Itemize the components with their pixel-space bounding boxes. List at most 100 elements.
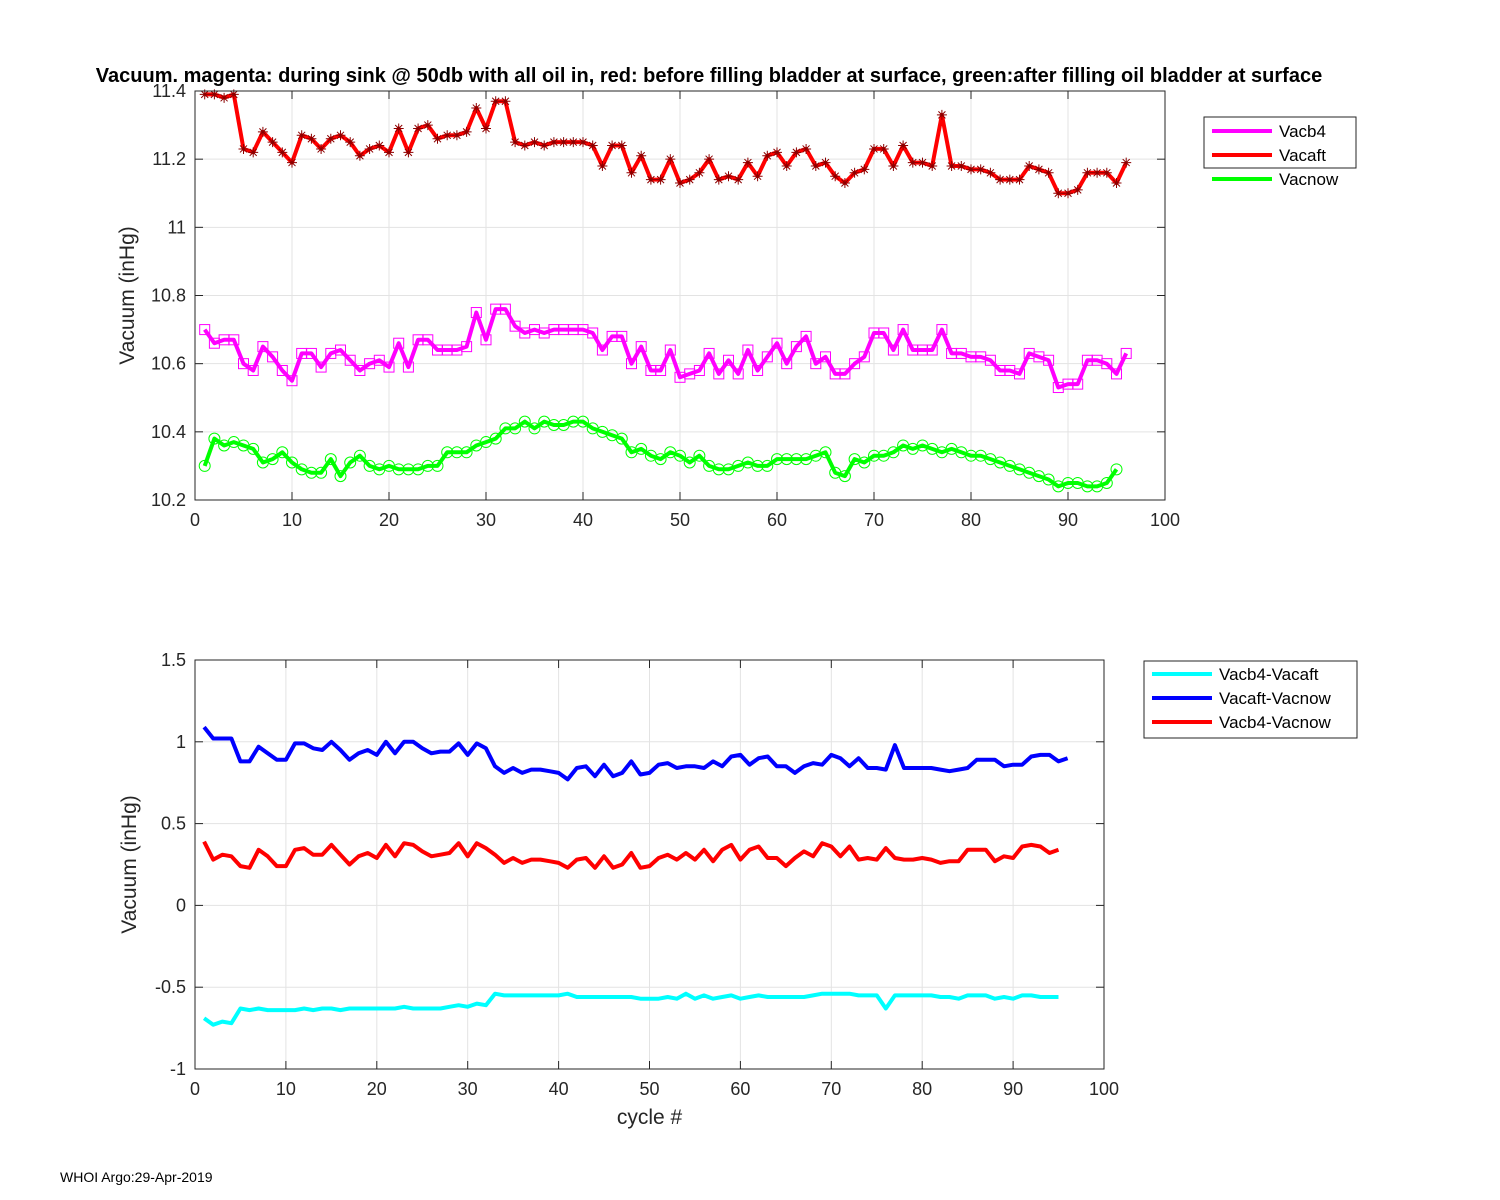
x-tick-label: 90	[1003, 1079, 1023, 1099]
x-tick-label: 70	[821, 1079, 841, 1099]
data-point-vacaft	[238, 143, 249, 154]
data-point-vacnow	[819, 446, 832, 459]
data-point-vacb4	[383, 361, 395, 373]
series-line-vacb4-vacaft	[202, 991, 1059, 1027]
data-point-vacnow	[751, 459, 764, 472]
x-tick-label: 80	[961, 510, 981, 530]
data-point-vacb4	[849, 358, 861, 370]
x-tick-label: 20	[379, 510, 399, 530]
series-line-vacaft-vacnow	[202, 725, 1069, 782]
data-point-vacnow	[838, 470, 851, 483]
data-point-vacaft	[471, 103, 482, 114]
data-point-vacaft	[888, 160, 899, 171]
x-tick-label: 20	[367, 1079, 387, 1099]
data-point-vacaft	[1082, 167, 1093, 178]
data-point-vacaft	[519, 140, 530, 151]
data-point-vacaft	[529, 137, 540, 148]
data-point-vacnow	[674, 449, 686, 462]
data-point-vacaft	[946, 160, 957, 171]
data-point-vacaft	[393, 123, 404, 134]
bottom-chart-panel: 0 10 20 30 40 50 60 70 80 90 100 -1 -0.5 0 0.5 1 1.5 Vacu…	[118, 650, 1119, 1129]
legend-label-vacb4-vacaft: Vacb4-Vacaft	[1219, 665, 1319, 684]
data-point-vacnow	[547, 419, 560, 432]
data-point-vacb4	[1014, 368, 1025, 380]
data-point-vacb4	[732, 368, 744, 380]
data-point-vacnow	[868, 449, 880, 462]
y-tick-label: 1.5	[161, 650, 186, 670]
data-point-vacnow	[402, 463, 415, 476]
data-point-vacaft	[257, 126, 268, 137]
data-point-vacaft	[442, 130, 453, 141]
y-tick-label: 0.5	[161, 814, 186, 834]
data-point-vacb4	[1120, 347, 1132, 359]
legend-label-vacnow: Vacnow	[1279, 170, 1339, 189]
data-point-vacb4	[887, 344, 899, 356]
x-tick-label: 0	[190, 510, 200, 530]
data-point-vacb4	[936, 324, 948, 336]
data-point-vacaft	[626, 167, 637, 178]
data-point-vacaft	[219, 92, 230, 103]
y-tick-label: 10.8	[151, 286, 186, 306]
data-point-vacaft	[432, 133, 443, 144]
data-point-vacnow	[315, 466, 328, 479]
data-point-vacb4	[257, 341, 269, 353]
data-point-vacaft	[936, 109, 947, 120]
data-point-vacb4	[616, 330, 628, 342]
legend-label-vacb4: Vacb4	[1279, 122, 1326, 141]
y-tick-label: 10.6	[151, 354, 186, 374]
data-point-vacb4	[344, 354, 356, 366]
data-point-vacnow	[615, 432, 628, 445]
data-point-vacaft	[481, 123, 491, 134]
data-point-vacaft	[878, 143, 889, 154]
data-point-vacb4	[810, 358, 822, 370]
data-point-vacnow	[353, 449, 366, 462]
chart-title: Vacuum. magenta: during sink @ 50db with…	[96, 65, 1322, 87]
data-point-vacb4	[354, 364, 366, 376]
data-point-vacaft	[277, 147, 288, 158]
data-point-vacaft	[733, 174, 744, 185]
x-tick-label: 80	[912, 1079, 932, 1099]
data-point-vacaft	[209, 89, 220, 100]
data-point-vacaft	[403, 147, 414, 158]
data-point-vacaft	[199, 89, 210, 100]
data-point-vacaft	[752, 171, 763, 182]
data-point-vacaft	[1014, 174, 1025, 185]
y-tick-label: 10.2	[151, 490, 186, 510]
data-point-vacnow	[771, 453, 783, 466]
data-point-vacaft	[568, 137, 579, 148]
data-point-vacnow	[518, 415, 531, 428]
x-tick-label: 30	[476, 510, 496, 530]
data-point-vacnow	[761, 459, 774, 472]
top-legend[interactable]: Vacb4 Vacaft Vacnow	[1203, 116, 1357, 189]
data-point-vacaft	[975, 164, 986, 175]
data-point-vacaft	[587, 140, 598, 151]
data-point-vacaft	[422, 120, 433, 131]
data-point-vacaft	[451, 130, 462, 141]
data-point-vacb4	[1072, 378, 1084, 390]
data-point-vacaft	[578, 137, 588, 148]
data-point-vacaft	[655, 174, 666, 185]
data-point-vacb4	[771, 337, 783, 349]
series-line-vacb4	[203, 307, 1129, 390]
data-point-vacb4	[781, 358, 793, 370]
x-tick-label: 70	[864, 510, 884, 530]
data-point-vacnow	[1081, 480, 1094, 493]
data-point-vacaft	[859, 164, 870, 175]
x-tick-label: 40	[573, 510, 593, 530]
top-chart-panel: 0 10 20 30 40 50 60 70 80 90 100 10.2 10.4 10.6 10.8 11…	[116, 81, 1180, 530]
data-point-vacb4	[402, 361, 414, 373]
x-tick-label: 10	[276, 1079, 296, 1099]
data-point-vacaft	[801, 143, 812, 154]
data-point-vacnow	[654, 453, 667, 466]
data-point-vacnow	[1110, 463, 1123, 476]
data-point-vacaft	[296, 130, 307, 141]
data-point-vacaft	[616, 140, 627, 151]
data-point-vacb4	[199, 324, 211, 336]
bottom-legend[interactable]: Vacb4-Vacaft Vacaft-Vacnow Vacb4-Vacnow	[1143, 660, 1358, 739]
data-point-vacaft	[810, 160, 821, 171]
data-point-vacb4	[1111, 368, 1122, 380]
data-point-vacb4	[984, 354, 996, 366]
data-point-vacaft	[345, 137, 356, 148]
data-point-vacnow	[324, 453, 337, 466]
data-point-vacaft	[762, 150, 773, 161]
